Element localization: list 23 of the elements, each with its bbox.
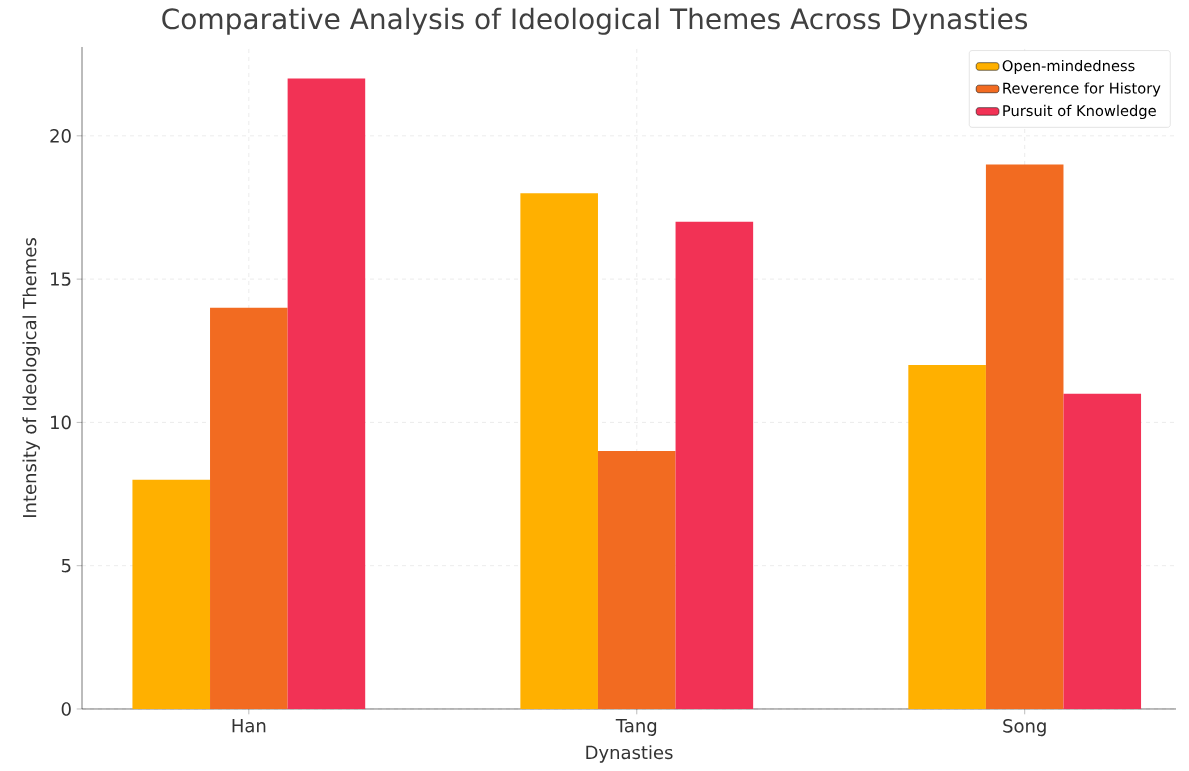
legend-label: Reverence for History — [1003, 82, 1161, 97]
bar — [985, 164, 1064, 709]
bar — [908, 365, 986, 709]
y-tick-label: 15 — [51, 272, 71, 286]
x-tick-label: Tang — [615, 719, 657, 736]
bar — [287, 78, 366, 709]
y-tick-label: 0 — [61, 702, 71, 716]
bar — [1063, 393, 1142, 709]
legend-label: Open-mindedness — [1002, 59, 1135, 75]
y-axis-title: Intensity of Ideological Themes — [22, 238, 40, 517]
bar — [597, 451, 676, 709]
chart-title: Comparative Analysis of Ideological Themes Across Dynasties — [162, 7, 1028, 35]
x-tick-label: Han — [232, 719, 266, 733]
bar — [675, 221, 754, 709]
bar — [520, 193, 598, 709]
y-tick-label: 10 — [51, 415, 71, 430]
x-axis-title: Dynasties — [586, 745, 673, 763]
y-tick-label: 20 — [50, 129, 71, 143]
x-tick-label: Song — [1003, 719, 1046, 737]
legend-label: Pursuit of Knowledge — [1003, 104, 1156, 120]
bar — [210, 307, 288, 709]
y-tick-label: 5 — [61, 559, 71, 573]
bar — [132, 479, 211, 709]
